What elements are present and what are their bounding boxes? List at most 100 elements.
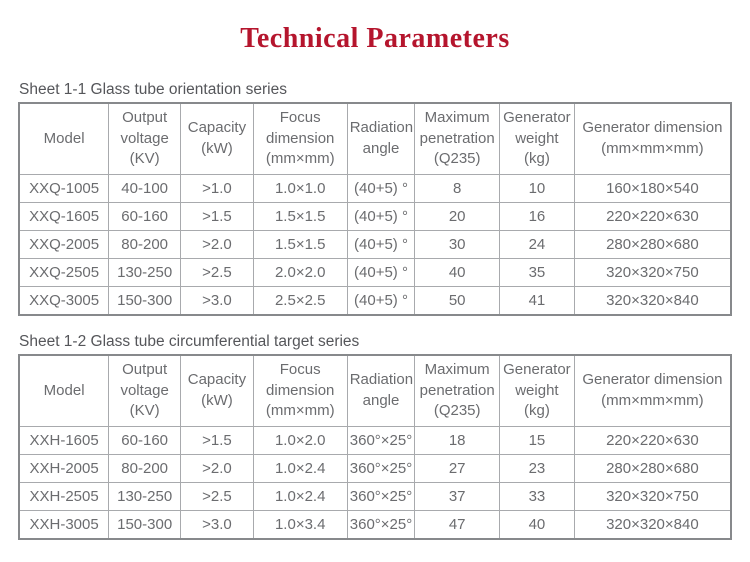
table-cell: 150-300 bbox=[108, 510, 182, 540]
table-cell: (40+5) ° bbox=[346, 286, 416, 316]
column-header: Maximum penetration (Q235) bbox=[414, 354, 501, 427]
table-cell: 23 bbox=[499, 454, 575, 483]
table-cell: XXH-2505 bbox=[18, 482, 110, 511]
table-cell: 35 bbox=[499, 258, 575, 287]
table-cell: 160×180×540 bbox=[573, 174, 732, 203]
table-cell: 1.0×2.4 bbox=[252, 482, 348, 511]
table-cell: (40+5) ° bbox=[346, 174, 416, 203]
table-cell: 1.0×3.4 bbox=[252, 510, 348, 540]
table-cell: XXQ-2505 bbox=[18, 258, 110, 287]
header-row: Model Output voltage (KV) Capacity (kW) Foc… bbox=[18, 354, 732, 427]
table-row: XXH-3005 150-300 >3.0 1.0×3.4 360°×25° 47 40 32… bbox=[18, 510, 732, 540]
table-cell: 41 bbox=[499, 286, 575, 316]
table-cell: 2.5×2.5 bbox=[252, 286, 348, 316]
table-cell: 10 bbox=[499, 174, 575, 203]
table-cell: 80-200 bbox=[108, 230, 182, 259]
table-cell: XXQ-1605 bbox=[18, 202, 110, 231]
column-header: Generator dimension (mm×mm×mm) bbox=[573, 102, 732, 175]
table-cell: 60-160 bbox=[108, 426, 182, 455]
table-row: XXQ-2505 130-250 >2.5 2.0×2.0 (40+5) ° 40 35 32… bbox=[18, 258, 732, 287]
table-cell: 360°×25° bbox=[346, 454, 416, 483]
table-cell: 8 bbox=[414, 174, 501, 203]
table-cell: 1.5×1.5 bbox=[252, 202, 348, 231]
column-header: Generator weight (kg) bbox=[499, 102, 575, 175]
table-cell: 24 bbox=[499, 230, 575, 259]
table-cell: 15 bbox=[499, 426, 575, 455]
column-header: Radiation angle bbox=[346, 102, 416, 175]
table-cell: 1.0×2.4 bbox=[252, 454, 348, 483]
table-row: XXQ-1005 40-100 >1.0 1.0×1.0 (40+5) ° 8 10 160×… bbox=[18, 174, 732, 203]
table-row: XXQ-1605 60-160 >1.5 1.5×1.5 (40+5) ° 20 16 220… bbox=[18, 202, 732, 231]
table-cell: 320×320×750 bbox=[573, 482, 732, 511]
table-cell: 16 bbox=[499, 202, 575, 231]
table-row: XXH-2005 80-200 >2.0 1.0×2.4 360°×25° 27 23 280… bbox=[18, 454, 732, 483]
column-header: Capacity (kW) bbox=[180, 102, 254, 175]
table-cell: 60-160 bbox=[108, 202, 182, 231]
table-cell: XXQ-1005 bbox=[18, 174, 110, 203]
table-cell: 27 bbox=[414, 454, 501, 483]
table-cell: >3.0 bbox=[180, 510, 254, 540]
column-header: Model bbox=[18, 102, 110, 175]
glass-tube-orientation-series-table: Model Output voltage (KV) Capacity (kW) Foc… bbox=[18, 102, 732, 316]
column-header: Generator weight (kg) bbox=[499, 354, 575, 427]
table-cell: 2.0×2.0 bbox=[252, 258, 348, 287]
table-cell: 40-100 bbox=[108, 174, 182, 203]
column-header: Model bbox=[18, 354, 110, 427]
table-cell: 37 bbox=[414, 482, 501, 511]
page-title: Technical Parameters bbox=[240, 23, 510, 54]
sheet-1-2-caption: Sheet 1-2 Glass tube circumferential tar… bbox=[19, 333, 360, 350]
column-header: Focus dimension (mm×mm) bbox=[252, 102, 348, 175]
table-cell: (40+5) ° bbox=[346, 202, 416, 231]
table-row: XXQ-2005 80-200 >2.0 1.5×1.5 (40+5) ° 30 24 280… bbox=[18, 230, 732, 259]
table-cell: >3.0 bbox=[180, 286, 254, 316]
table-cell: 1.0×1.0 bbox=[252, 174, 348, 203]
table-cell: XXQ-2005 bbox=[18, 230, 110, 259]
table-cell: 130-250 bbox=[108, 482, 182, 511]
table-cell: 47 bbox=[414, 510, 501, 540]
technical-parameters-page: Technical Parameters Sheet 1-1 Glass tub… bbox=[0, 23, 750, 540]
column-header: Radiation angle bbox=[346, 354, 416, 427]
glass-tube-circumferential-target-series-table: Model Output voltage (KV) Capacity (kW) Foc… bbox=[18, 354, 732, 540]
table-cell: 130-250 bbox=[108, 258, 182, 287]
table-cell: (40+5) ° bbox=[346, 230, 416, 259]
table-cell: 150-300 bbox=[108, 286, 182, 316]
table-cell: 360°×25° bbox=[346, 426, 416, 455]
table-cell: 33 bbox=[499, 482, 575, 511]
table-cell: 1.5×1.5 bbox=[252, 230, 348, 259]
column-header: Output voltage (KV) bbox=[108, 102, 182, 175]
table-cell: >1.0 bbox=[180, 174, 254, 203]
table-cell: 20 bbox=[414, 202, 501, 231]
column-header: Output voltage (KV) bbox=[108, 354, 182, 427]
table-cell: 280×280×680 bbox=[573, 454, 732, 483]
sheet-1-1-caption: Sheet 1-1 Glass tube orientation series bbox=[19, 81, 287, 98]
table-cell: >2.5 bbox=[180, 482, 254, 511]
table-cell: 18 bbox=[414, 426, 501, 455]
table-cell: 220×220×630 bbox=[573, 202, 732, 231]
table-cell: 280×280×680 bbox=[573, 230, 732, 259]
column-header: Generator dimension (mm×mm×mm) bbox=[573, 354, 732, 427]
table-row: XXH-1605 60-160 >1.5 1.0×2.0 360°×25° 18 15 220… bbox=[18, 426, 732, 455]
table-cell: >2.0 bbox=[180, 230, 254, 259]
column-header: Maximum penetration (Q235) bbox=[414, 102, 501, 175]
table-row: XXH-2505 130-250 >2.5 1.0×2.4 360°×25° 37 33 32… bbox=[18, 482, 732, 511]
table-cell: XXH-1605 bbox=[18, 426, 110, 455]
column-header: Focus dimension (mm×mm) bbox=[252, 354, 348, 427]
table-cell: XXH-3005 bbox=[18, 510, 110, 540]
table-cell: 50 bbox=[414, 286, 501, 316]
table-cell: 360°×25° bbox=[346, 510, 416, 540]
table-cell: (40+5) ° bbox=[346, 258, 416, 287]
table-cell: 30 bbox=[414, 230, 501, 259]
table-row: XXQ-3005 150-300 >3.0 2.5×2.5 (40+5) ° 50 41 32… bbox=[18, 286, 732, 316]
table-cell: 220×220×630 bbox=[573, 426, 732, 455]
table-cell: >2.5 bbox=[180, 258, 254, 287]
table-cell: >2.0 bbox=[180, 454, 254, 483]
table-cell: 80-200 bbox=[108, 454, 182, 483]
column-header: Capacity (kW) bbox=[180, 354, 254, 427]
table-cell: 1.0×2.0 bbox=[252, 426, 348, 455]
table-cell: >1.5 bbox=[180, 426, 254, 455]
table-cell: 40 bbox=[499, 510, 575, 540]
table-cell: >1.5 bbox=[180, 202, 254, 231]
table-cell: 320×320×750 bbox=[573, 258, 732, 287]
table-cell: XXQ-3005 bbox=[18, 286, 110, 316]
table-cell: 320×320×840 bbox=[573, 286, 732, 316]
